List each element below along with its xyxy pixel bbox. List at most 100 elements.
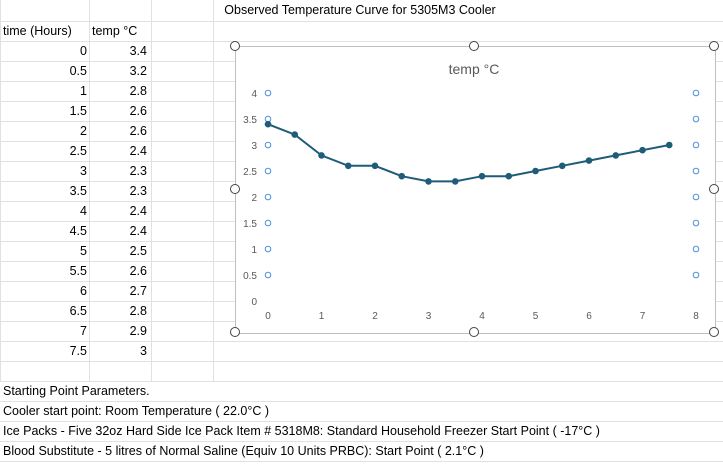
data-point	[344, 162, 352, 170]
data-point	[665, 141, 673, 149]
plot-area-handle	[692, 141, 700, 149]
temp-cell[interactable]: 2.4	[129, 204, 147, 218]
time-cell[interactable]: 7.5	[69, 344, 87, 358]
data-point	[371, 162, 379, 170]
plot-area-handle	[264, 193, 272, 201]
time-cell[interactable]: 4.5	[69, 224, 87, 238]
note-line[interactable]: Starting Point Parameters.	[3, 384, 150, 398]
temp-cell[interactable]: 2.6	[129, 264, 147, 278]
time-cell[interactable]: 4	[80, 204, 87, 218]
data-point	[318, 152, 325, 159]
chart-resize-handle-br[interactable]	[709, 327, 719, 337]
plot-area-handle	[692, 89, 700, 97]
data-point	[532, 167, 539, 175]
temp-cell[interactable]: 3.2	[129, 64, 147, 78]
time-cell[interactable]: 1.5	[69, 104, 87, 118]
temp-cell[interactable]: 2.3	[129, 184, 147, 198]
temp-cell[interactable]: 2.6	[129, 104, 147, 118]
time-cell[interactable]: 3	[80, 164, 87, 178]
temp-cell[interactable]: 2.4	[129, 144, 147, 158]
sheet-title[interactable]: Observed Temperature Curve for 5305M3 Co…	[224, 3, 496, 17]
plot-area-handle	[692, 271, 700, 279]
temp-cell[interactable]: 2.9	[129, 324, 147, 338]
data-point	[612, 152, 620, 159]
data-point	[585, 157, 593, 164]
temp-cell[interactable]: 2.6	[129, 124, 147, 138]
chart-resize-handle-ml[interactable]	[230, 184, 240, 194]
x-tick-label: 8	[693, 311, 699, 322]
plot-area-handle	[692, 219, 700, 227]
temp-cell[interactable]: 3	[140, 344, 147, 358]
x-tick-label: 1	[319, 311, 325, 322]
y-tick-label: 2.5	[243, 167, 257, 178]
data-point	[639, 146, 646, 154]
x-tick-label: 5	[533, 311, 539, 322]
data-point	[425, 178, 432, 185]
temp-cell[interactable]: 2.3	[129, 164, 147, 178]
y-tick-label: 4	[251, 89, 257, 100]
chart-resize-handle-bm[interactable]	[469, 327, 479, 337]
temp-cell[interactable]: 3.4	[129, 44, 147, 58]
time-cell[interactable]: 5	[80, 244, 87, 258]
header-time[interactable]: time (Hours)	[3, 24, 72, 38]
plot-area-handle	[264, 219, 272, 227]
note-line[interactable]: Cooler start point: Room Temperature ( 2…	[3, 404, 269, 418]
data-point	[451, 178, 459, 185]
y-tick-label: 1.5	[243, 219, 257, 230]
time-cell[interactable]: 3.5	[69, 184, 87, 198]
plot-area-handle	[264, 167, 272, 175]
y-tick-label: 3.5	[243, 115, 257, 126]
time-cell[interactable]: 7	[80, 324, 87, 338]
time-cell[interactable]: 0	[80, 44, 87, 58]
data-point	[264, 120, 272, 128]
temp-cell[interactable]: 2.8	[129, 84, 147, 98]
x-tick-label: 7	[640, 311, 646, 322]
temp-cell[interactable]: 2.5	[129, 244, 147, 258]
data-point	[478, 172, 486, 180]
x-tick-label: 0	[265, 311, 271, 322]
data-point	[291, 131, 299, 138]
plot-area-handle	[264, 245, 272, 253]
chart-object[interactable]: temp °C 0 0.5 1 1.5 2 2.5 3 3.5 4 0 1 2 3 4 5 6 7 8	[235, 46, 716, 334]
series-line	[267, 123, 670, 183]
time-cell[interactable]: 5.5	[69, 264, 87, 278]
time-cell[interactable]: 6	[80, 284, 87, 298]
plot-area-handle	[692, 167, 700, 175]
chart-resize-handle-tr[interactable]	[709, 41, 719, 51]
chart-resize-handle-bl[interactable]	[230, 327, 240, 337]
time-cell[interactable]: 1	[80, 84, 87, 98]
chart-resize-handle-mr[interactable]	[709, 184, 719, 194]
x-tick-label: 6	[586, 311, 592, 322]
time-cell[interactable]: 2	[80, 124, 87, 138]
chart-resize-handle-tm[interactable]	[469, 41, 479, 51]
data-point	[558, 162, 566, 170]
chart-resize-handle-tl[interactable]	[230, 41, 240, 51]
chart-title: temp °C	[449, 61, 500, 77]
time-cell[interactable]: 6.5	[69, 304, 87, 318]
plot-area-handle	[692, 245, 700, 253]
header-temp[interactable]: temp °C	[92, 24, 138, 38]
y-tick-label: 2	[251, 193, 257, 204]
y-tick-label: 3	[251, 141, 257, 152]
line-chart: temp °C 0 0.5 1 1.5 2 2.5 3 3.5 4 0 1 2 3 4 5 6 7 8	[243, 61, 700, 322]
plot-area-handle	[264, 89, 272, 97]
time-cell[interactable]: 0.5	[69, 64, 87, 78]
y-tick-label: 1	[251, 245, 257, 256]
temp-cell[interactable]: 2.7	[129, 284, 147, 298]
x-tick-label: 4	[479, 311, 485, 322]
temp-cell[interactable]: 2.4	[129, 224, 147, 238]
data-point	[398, 172, 406, 180]
data-point	[505, 172, 513, 180]
plot-area-handle	[264, 271, 272, 279]
plot-area-handle	[264, 141, 272, 149]
temp-cell[interactable]: 2.8	[129, 304, 147, 318]
y-tick-label: 0.5	[243, 271, 257, 282]
note-line[interactable]: Blood Substitute - 5 litres of Normal Sa…	[3, 444, 484, 458]
y-tick-label: 0	[251, 297, 257, 308]
x-tick-label: 3	[426, 311, 432, 322]
plot-area-handle	[692, 115, 700, 123]
plot-area-handle	[692, 193, 700, 201]
note-line[interactable]: Ice Packs - Five 32oz Hard Side Ice Pack…	[3, 424, 600, 438]
x-tick-label: 2	[372, 311, 378, 322]
time-cell[interactable]: 2.5	[69, 144, 87, 158]
